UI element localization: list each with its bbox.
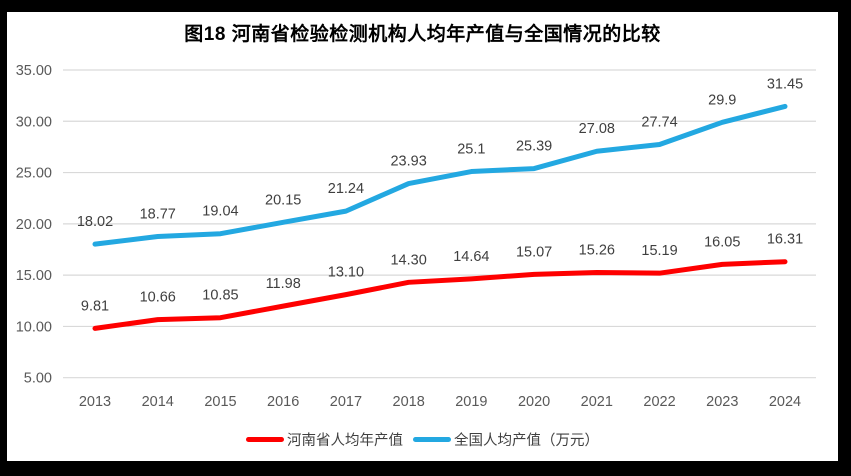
data-label-henan: 14.64 xyxy=(453,249,489,265)
data-label-henan: 9.81 xyxy=(81,298,109,314)
data-label-henan: 11.98 xyxy=(266,276,301,292)
line-chart-plot-area: 35.00 30.00 25.00 20.00 15.00 10.00 5.00 2013 20… xyxy=(16,63,816,410)
data-label-national: 19.04 xyxy=(202,204,238,220)
data-label-henan: 15.19 xyxy=(641,243,677,259)
y-tick-label: 35.00 xyxy=(16,63,52,79)
x-tick-label: 2021 xyxy=(581,394,613,410)
henan-line-swatch xyxy=(246,437,284,442)
legend: 河南省人均年产值 全国人均产值（万元） xyxy=(7,429,838,450)
y-tick-label: 5.00 xyxy=(24,371,52,387)
y-tick-label: 20.00 xyxy=(16,217,52,233)
data-label-henan: 14.30 xyxy=(390,252,426,268)
y-tick-label: 30.00 xyxy=(16,114,52,130)
x-tick-label: 2016 xyxy=(267,394,299,410)
x-tick-label: 2017 xyxy=(330,394,362,410)
x-tick-label: 2019 xyxy=(455,394,487,410)
y-tick-label: 10.00 xyxy=(16,319,52,335)
legend-label-national: 全国人均产值（万元） xyxy=(454,433,599,449)
y-tick-label: 15.00 xyxy=(16,268,52,284)
data-label-national: 18.77 xyxy=(140,206,176,222)
data-label-henan: 16.31 xyxy=(767,232,803,248)
national-line-swatch xyxy=(413,437,451,442)
x-tick-label: 2015 xyxy=(204,394,236,410)
data-label-national: 20.15 xyxy=(265,192,301,208)
legend-item-national: 全国人均产值（万元） xyxy=(413,429,599,450)
data-label-national: 25.39 xyxy=(516,139,552,155)
x-tick-label: 2013 xyxy=(79,394,111,410)
data-label-henan: 13.10 xyxy=(328,265,364,281)
y-tick-label: 25.00 xyxy=(16,166,52,182)
data-label-henan: 15.26 xyxy=(579,242,615,258)
chart-canvas: 图18 河南省检验检测机构人均年产值与全国情况的比较 35.00 30.00 25.… xyxy=(7,12,838,461)
data-label-national: 18.02 xyxy=(77,214,113,230)
data-label-national: 29.9 xyxy=(708,92,736,108)
data-label-henan: 10.85 xyxy=(202,288,238,304)
data-label-national: 23.93 xyxy=(390,154,426,170)
data-label-henan: 15.07 xyxy=(516,244,552,260)
x-tick-label: 2022 xyxy=(643,394,675,410)
x-tick-label: 2024 xyxy=(769,394,801,410)
series-line-henan xyxy=(92,259,788,331)
legend-label-henan: 河南省人均年产值 xyxy=(287,433,403,449)
data-label-national: 25.1 xyxy=(457,142,485,158)
data-label-henan: 10.66 xyxy=(140,290,176,306)
data-label-henan: 16.05 xyxy=(704,234,740,250)
series-line-national xyxy=(92,103,788,247)
data-label-national: 31.45 xyxy=(767,76,803,92)
data-label-national: 27.08 xyxy=(579,121,615,137)
chart-title: 图18 河南省检验检测机构人均年产值与全国情况的比较 xyxy=(184,24,661,45)
x-tick-label: 2023 xyxy=(706,394,738,410)
data-label-national: 21.24 xyxy=(328,181,364,197)
x-tick-label: 2018 xyxy=(393,394,425,410)
x-tick-label: 2014 xyxy=(142,394,174,410)
x-tick-label: 2020 xyxy=(518,394,550,410)
data-label-national: 27.74 xyxy=(641,114,677,130)
legend-item-henan: 河南省人均年产值 xyxy=(246,429,403,450)
